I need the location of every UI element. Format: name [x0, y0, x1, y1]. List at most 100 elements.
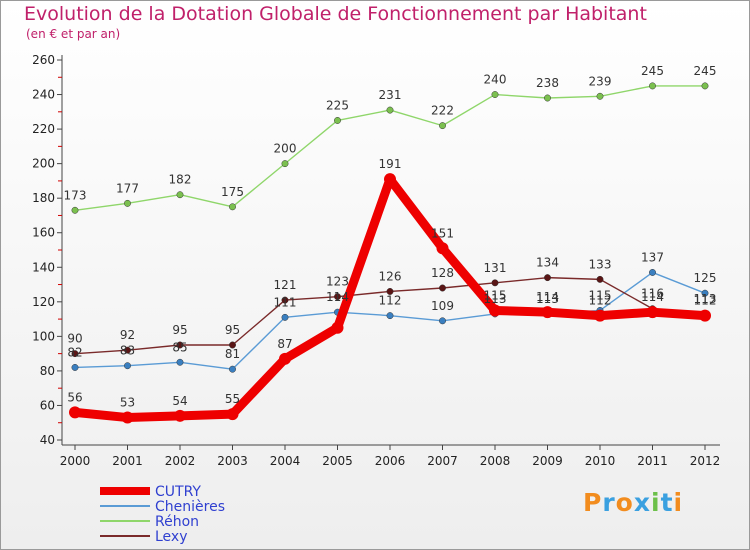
data-label-cheni-res: 125 [694, 271, 717, 285]
data-label-r-hon: 245 [641, 64, 664, 78]
data-label-cutry: 53 [120, 396, 135, 410]
point-cheni-res [71, 364, 79, 371]
point-r-hon [439, 122, 446, 130]
data-label-lexy: 116 [641, 287, 664, 301]
legend-item-chenieres: Chenières [100, 498, 225, 515]
point-cutry [594, 309, 606, 322]
data-label-cheni-res: 113 [536, 292, 559, 306]
point-cheni-res [281, 313, 289, 321]
x-tick-label: 2011 [637, 454, 668, 468]
data-label-r-hon: 177 [116, 181, 139, 195]
data-label-cutry: 191 [379, 157, 402, 171]
point-cutry [331, 321, 344, 334]
data-label-cutry: 55 [225, 392, 240, 406]
point-cutry [436, 242, 449, 255]
data-label-cutry: 56 [67, 390, 82, 404]
point-cheni-res [386, 312, 394, 320]
point-cutry [489, 304, 501, 317]
x-tick-label: 2004 [270, 454, 301, 468]
data-label-cutry: 87 [277, 337, 292, 351]
point-r-hon [229, 203, 236, 211]
logo-letter: i [651, 488, 661, 517]
data-label-cutry: 115 [484, 288, 507, 302]
series-layer [69, 82, 711, 424]
point-cutry [646, 306, 659, 319]
x-tick-label: 2008 [480, 454, 511, 468]
data-label-lexy: 95 [225, 323, 240, 337]
data-label-lexy: 113 [694, 292, 717, 306]
point-cheni-res [176, 358, 184, 366]
data-label-cutry: 54 [172, 394, 187, 408]
data-label-r-hon: 240 [484, 73, 507, 87]
legend-item-cutry: CUTRY [100, 484, 225, 500]
point-r-hon [544, 94, 551, 102]
y-tick-label: 260 [32, 53, 55, 67]
point-r-hon [71, 206, 79, 214]
data-label-lexy: 131 [484, 261, 507, 275]
logo-letter: i [673, 488, 684, 517]
logo-letter: P [583, 488, 603, 517]
logo-letter: x [633, 488, 651, 517]
data-label-r-hon: 239 [589, 74, 612, 88]
data-label-cutry: 151 [431, 226, 454, 240]
point-cutry [174, 409, 186, 422]
legend-swatch-lexy [100, 535, 150, 537]
point-cutry [121, 411, 134, 424]
x-tick-label: 2005 [322, 454, 353, 468]
data-label-r-hon: 231 [379, 88, 402, 102]
point-r-hon [176, 191, 184, 199]
point-cutry [279, 352, 291, 365]
logo-letter: r [602, 488, 616, 517]
y-tick-label: 40 [40, 433, 55, 447]
point-r-hon [596, 92, 604, 100]
legend-label-chenieres: Chenières [155, 498, 225, 515]
data-label-cheni-res: 111 [274, 295, 297, 309]
data-label-cutry: 112 [694, 294, 717, 308]
data-label-cheni-res: 115 [589, 288, 612, 302]
y-tick-label: 140 [32, 260, 55, 274]
x-tick-label: 2001 [112, 454, 143, 468]
legend-label-rehon: Réhon [155, 513, 200, 530]
point-lexy [386, 288, 394, 295]
data-label-cheni-res: 113 [484, 292, 507, 306]
legend-swatch-chenieres [100, 505, 150, 507]
data-label-r-hon: 173 [64, 188, 87, 202]
point-cutry [69, 406, 81, 419]
x-tick-label: 2002 [165, 454, 196, 468]
y-tick-label: 60 [40, 398, 55, 412]
data-label-lexy: 121 [274, 278, 297, 292]
data-label-lexy: 123 [326, 275, 349, 289]
legend: CUTRY Chenières Réhon Lexy [100, 484, 225, 545]
x-tick-label: 2012 [690, 454, 721, 468]
data-label-lexy: 95 [172, 323, 187, 337]
data-label-r-hon: 225 [326, 98, 349, 112]
data-label-r-hon: 200 [274, 142, 297, 156]
point-r-hon [701, 82, 709, 90]
point-cheni-res [124, 362, 131, 370]
point-lexy [334, 293, 341, 301]
point-cutry [541, 306, 554, 319]
point-cutry [699, 309, 711, 322]
legend-item-rehon: Réhon [100, 513, 225, 530]
point-lexy [71, 350, 79, 358]
y-tick-label: 220 [32, 122, 55, 136]
y-tick-label: 80 [40, 364, 55, 378]
data-label-cutry: 114 [536, 290, 559, 304]
legend-swatch-cutry [100, 487, 150, 495]
point-cheni-res [701, 289, 709, 297]
data-label-cheni-res: 114 [326, 290, 349, 304]
point-cutry [384, 173, 396, 186]
data-label-cheni-res: 81 [225, 347, 240, 361]
data-label-lexy: 134 [536, 256, 559, 270]
point-cheni-res [439, 317, 446, 325]
y-tick-label: 200 [32, 157, 55, 171]
axes: 40 60 80 100 120 140 160 180 200 220 240 260 2000 200… [32, 53, 720, 468]
data-label-r-hon: 182 [169, 173, 192, 187]
point-lexy [439, 284, 446, 292]
point-r-hon [491, 91, 499, 98]
data-label-r-hon: 238 [536, 76, 559, 90]
legend-swatch-rehon [100, 520, 150, 522]
data-label-lexy: 92 [120, 328, 135, 342]
